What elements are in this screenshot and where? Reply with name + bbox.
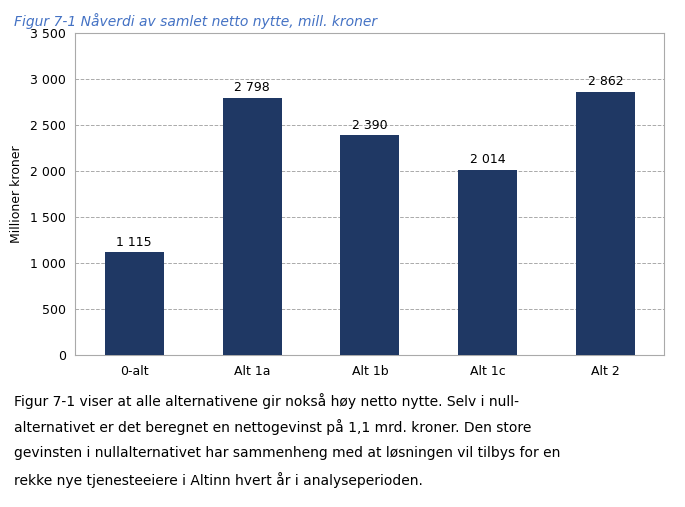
Text: 2 798: 2 798 — [234, 81, 270, 94]
Bar — [576, 92, 635, 355]
Y-axis label: Millioner kroner: Millioner kroner — [10, 145, 23, 243]
Text: rekke nye tjenesteeiere i Altinn hvert år i analyseperioden.: rekke nye tjenesteeiere i Altinn hvert å… — [14, 472, 423, 488]
Bar — [340, 135, 399, 355]
Text: gevinsten i nullalternativet har sammenheng med at løsningen vil tilbys for en: gevinsten i nullalternativet har sammenh… — [14, 446, 560, 460]
Bar — [105, 252, 164, 355]
Bar — [458, 170, 517, 355]
Text: Figur 7-1 Nåverdi av samlet netto nytte, mill. kroner: Figur 7-1 Nåverdi av samlet netto nytte,… — [14, 13, 377, 28]
Text: 2 014: 2 014 — [470, 154, 506, 166]
Text: 2 862: 2 862 — [588, 76, 623, 88]
Text: 2 390: 2 390 — [352, 119, 388, 132]
Text: alternativet er det beregnet en nettogevinst på 1,1 mrd. kroner. Den store: alternativet er det beregnet en nettogev… — [14, 419, 531, 435]
Text: Figur 7-1 viser at alle alternativene gir nokså høy netto nytte. Selv i null-: Figur 7-1 viser at alle alternativene gi… — [14, 393, 519, 409]
Text: 1 115: 1 115 — [116, 236, 152, 249]
Bar — [223, 97, 282, 355]
